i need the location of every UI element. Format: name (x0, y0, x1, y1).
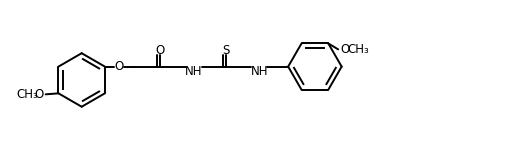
Text: O: O (34, 88, 43, 101)
Text: S: S (222, 44, 229, 57)
Text: NH: NH (251, 65, 268, 78)
Text: O: O (155, 44, 165, 57)
Text: NH: NH (186, 65, 203, 78)
Text: CH₃: CH₃ (347, 43, 369, 56)
Text: O: O (114, 60, 123, 73)
Text: CH₃: CH₃ (16, 88, 37, 101)
Text: O: O (340, 43, 350, 56)
